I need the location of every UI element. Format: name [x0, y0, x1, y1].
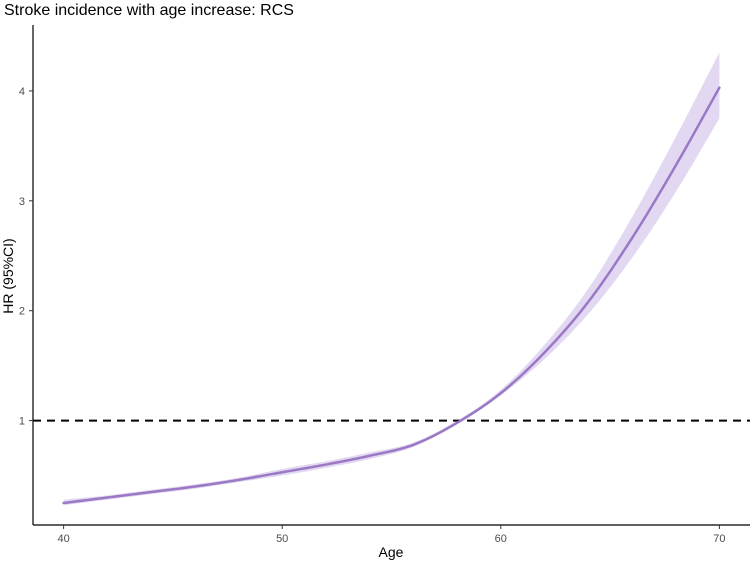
x-tick-label: 60 — [495, 533, 507, 545]
x-axis-label: Age — [379, 544, 404, 560]
x-tick-label: 70 — [713, 533, 725, 545]
x-tick-label: 40 — [57, 533, 69, 545]
y-axis-label: HR (95%CI) — [0, 238, 16, 313]
y-tick-label: 1 — [19, 416, 25, 428]
chart-title: Stroke incidence with age increase: RCS — [4, 2, 294, 19]
y-tick-label: 4 — [19, 86, 25, 98]
x-tick-label: 50 — [276, 533, 288, 545]
y-tick-label: 3 — [19, 196, 25, 208]
hr-curve — [62, 86, 721, 505]
confidence-band — [63, 52, 720, 506]
y-tick-label: 2 — [19, 306, 25, 318]
plot-area: 40 50 60 70 1 2 3 4 — [19, 25, 750, 545]
